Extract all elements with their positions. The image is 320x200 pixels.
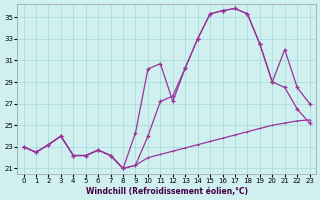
X-axis label: Windchill (Refroidissement éolien,°C): Windchill (Refroidissement éolien,°C) xyxy=(85,187,248,196)
